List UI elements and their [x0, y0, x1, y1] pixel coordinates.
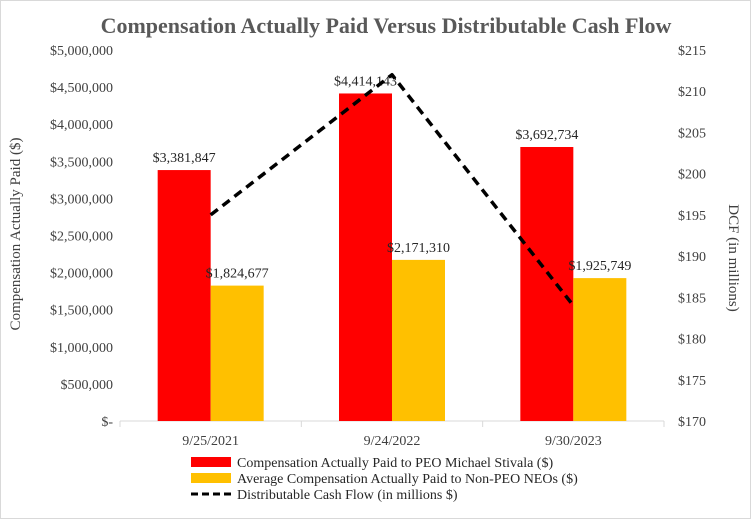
x-axis: 9/25/2021 9/24/2022 9/30/2023: [182, 434, 601, 449]
y2-tick-label: $195: [678, 209, 706, 224]
y-tick-label: $-: [101, 415, 113, 430]
bar-peo: [158, 170, 211, 421]
chart-title: Compensation Actually Paid Versus Distri…: [101, 13, 672, 38]
y-axis-title: Compensation Actually Paid ($): [8, 138, 24, 331]
y-axis-left: $- $500,000 $1,000,000 $1,500,000 $2,000,000…: [50, 44, 113, 430]
y2-tick-label: $205: [678, 126, 706, 141]
y-tick-label: $3,000,000: [50, 192, 113, 207]
legend-label: Average Compensation Actually Paid to No…: [237, 472, 578, 487]
y2-tick-label: $180: [678, 333, 706, 348]
y-tick-label: $4,000,000: [50, 118, 113, 133]
legend: Compensation Actually Paid to PEO Michae…: [191, 456, 578, 503]
y-tick-label: $500,000: [61, 378, 114, 393]
data-label: $3,692,734: [515, 128, 578, 143]
x-tick-label: 9/24/2022: [364, 434, 421, 449]
y-tick-label: $5,000,000: [50, 44, 113, 59]
data-label: $1,925,749: [568, 259, 631, 274]
y2-tick-label: $210: [678, 85, 706, 100]
legend-label: Distributable Cash Flow (in millions $): [237, 488, 458, 503]
y2-tick-label: $190: [678, 250, 706, 265]
legend-swatch-non-peo: [191, 473, 231, 483]
y-axis-right: $170 $175 $180 $185 $190 $195 $200 $205 $210 $215: [678, 44, 706, 430]
legend-swatch-peo: [191, 457, 231, 467]
y2-tick-label: $200: [678, 168, 706, 183]
y2-tick-label: $185: [678, 291, 706, 306]
y2-tick-label: $215: [678, 44, 706, 59]
y-tick-label: $3,500,000: [50, 155, 113, 170]
data-label: $4,414,143: [334, 74, 397, 89]
x-tick-label: 9/30/2023: [545, 434, 602, 449]
y-tick-label: $1,000,000: [50, 341, 113, 356]
bar-non-peo: [211, 286, 264, 421]
data-label: $2,171,310: [387, 241, 450, 256]
y2-tick-label: $170: [678, 415, 706, 430]
bar-peo: [520, 147, 573, 421]
y-tick-label: $2,000,000: [50, 267, 113, 282]
data-label: $1,824,677: [206, 267, 269, 282]
y-tick-label: $4,500,000: [50, 81, 113, 96]
y-tick-label: $1,500,000: [50, 304, 113, 319]
bar-non-peo: [392, 260, 445, 421]
bar-peo: [339, 93, 392, 421]
x-tick-label: 9/25/2021: [182, 434, 239, 449]
y-tick-label: $2,500,000: [50, 230, 113, 245]
plot-area: [120, 421, 664, 427]
data-label: $3,381,847: [153, 151, 216, 166]
y2-tick-label: $175: [678, 374, 706, 389]
legend-label: Compensation Actually Paid to PEO Michae…: [237, 456, 553, 471]
bar-non-peo: [573, 278, 626, 421]
y2-axis-title: DCF (in millions): [725, 204, 741, 312]
